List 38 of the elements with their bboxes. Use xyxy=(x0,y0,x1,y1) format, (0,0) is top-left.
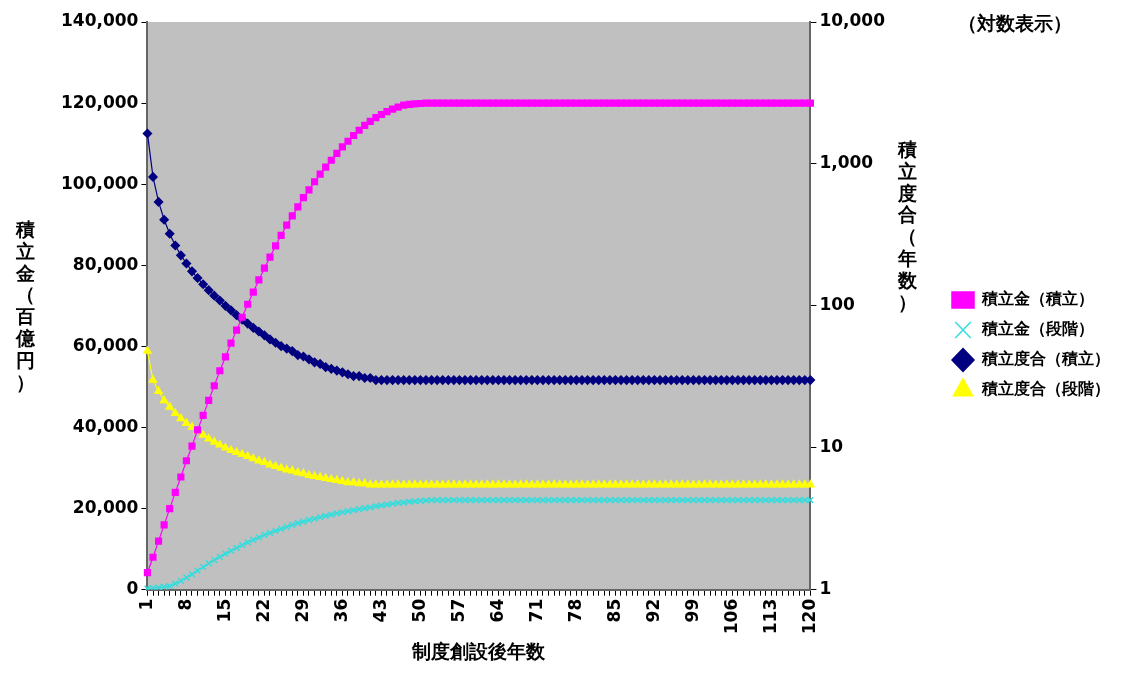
y2-axis-title: 積立度合（年数） xyxy=(898,137,917,314)
x-tick-label: 50 xyxy=(408,598,429,623)
y-tick-label: 100,000 xyxy=(60,172,139,193)
y2-tick-label: 10 xyxy=(819,436,844,457)
x-tick-label: 29 xyxy=(291,598,312,623)
x-tick-label: 1 xyxy=(135,598,156,611)
x-tick-label: 106 xyxy=(720,598,741,635)
x-tick-label: 113 xyxy=(759,598,780,635)
y2-tick-label: 1,000 xyxy=(819,152,874,173)
legend-label: 積立度合（段階） xyxy=(981,379,1110,399)
x-tick-label: 78 xyxy=(564,598,585,623)
legend-label: 積立金（段階） xyxy=(981,319,1094,339)
x-tick-label: 43 xyxy=(369,598,390,623)
x-tick-label: 71 xyxy=(525,598,546,623)
y-tick-label: 140,000 xyxy=(60,10,139,31)
text: （対数表示） xyxy=(958,12,1072,35)
x-axis-title: 制度創設後年数 xyxy=(411,639,547,662)
x-tick-label: 57 xyxy=(447,598,468,623)
y-tick-label: 60,000 xyxy=(72,334,139,355)
y-tick-label: 80,000 xyxy=(72,253,139,274)
x-tick-label: 92 xyxy=(642,598,663,623)
legend-label: 積立度合（積立） xyxy=(981,349,1110,369)
x-tick-label: 22 xyxy=(252,598,273,623)
x-tick-label: 8 xyxy=(174,598,195,611)
legend-label: 積立金（積立） xyxy=(981,289,1094,309)
y-tick-label: 0 xyxy=(126,578,139,599)
x-tick-label: 36 xyxy=(330,598,351,623)
y2-tick-label: 10,000 xyxy=(819,10,886,31)
x-tick-label: 85 xyxy=(603,598,624,623)
y-tick-label: 120,000 xyxy=(60,91,139,112)
y-tick-label: 20,000 xyxy=(72,497,139,518)
x-tick-label: 15 xyxy=(213,598,234,623)
y2-tick-label: 100 xyxy=(819,294,856,315)
y-tick-label: 40,000 xyxy=(72,415,139,436)
y-axis-title: 積立金（百億円） xyxy=(16,217,35,394)
x-tick-label: 64 xyxy=(486,598,507,623)
x-tick-label: 120 xyxy=(798,598,819,635)
x-tick-label: 99 xyxy=(681,598,702,623)
